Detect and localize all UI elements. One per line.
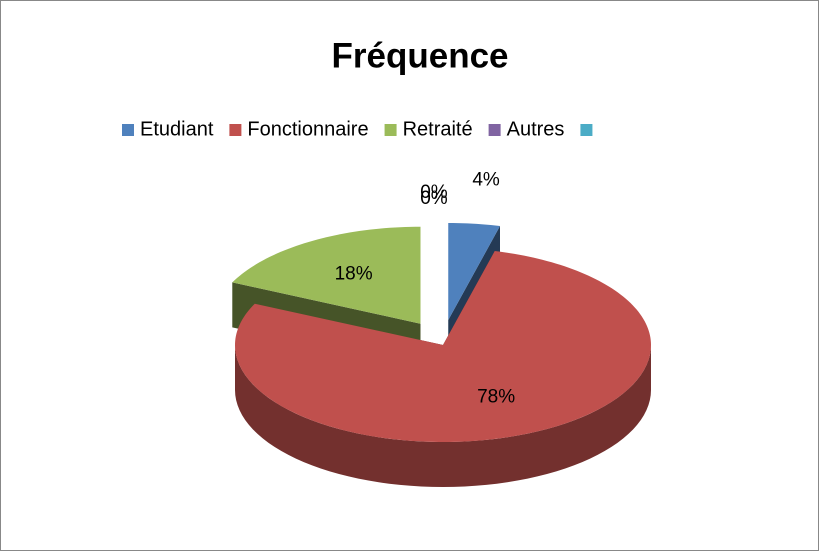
slice	[232, 226, 421, 324]
legend-label: Autres	[507, 118, 565, 140]
slice	[448, 222, 500, 320]
data-label: 0%	[420, 182, 448, 203]
legend-label: Etudiant	[140, 118, 214, 140]
legend-swatch	[229, 124, 242, 136]
legend-swatch	[580, 124, 593, 136]
data-label: 78%	[477, 387, 515, 408]
slice-tops	[232, 222, 651, 442]
data-label: 18%	[335, 264, 373, 285]
legend-label: Retraité	[403, 118, 473, 140]
slice	[235, 251, 651, 442]
data-label: 0%	[420, 188, 448, 209]
data-label: 4%	[472, 169, 500, 190]
legend-swatch	[384, 124, 397, 136]
legend-swatch	[488, 124, 501, 136]
chart-title: Fréquence	[332, 36, 509, 75]
legend-label: Fonctionnaire	[247, 118, 368, 140]
legend-swatch	[122, 124, 134, 136]
slice-side	[235, 345, 651, 487]
